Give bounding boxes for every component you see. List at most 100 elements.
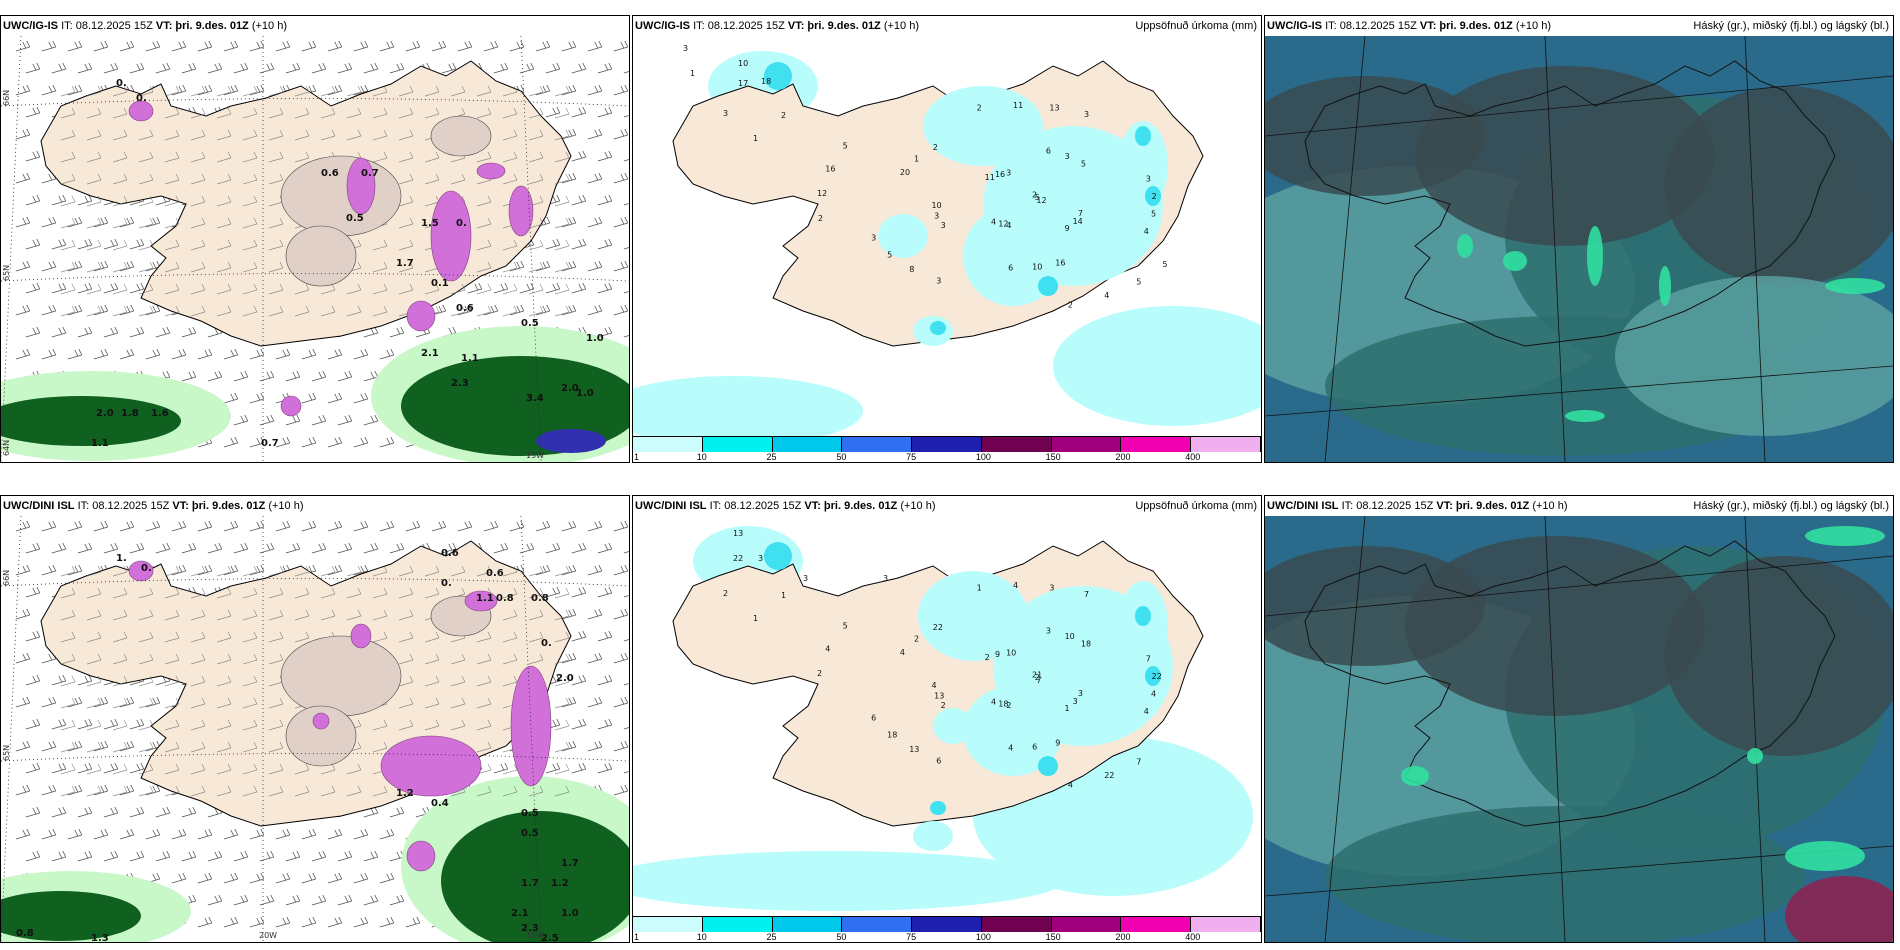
wind-barb — [275, 916, 291, 928]
wind-barb — [285, 62, 301, 74]
wind-barb — [372, 741, 388, 753]
wind-barb — [190, 195, 206, 207]
precip-number: 3 — [934, 211, 939, 220]
wind-barb — [493, 62, 509, 74]
precip-number: 4 — [1144, 227, 1149, 236]
wind-barb — [223, 916, 239, 928]
wind-barb — [502, 283, 518, 295]
precip-number: 3 — [1073, 697, 1078, 706]
precip-number: 5 — [843, 622, 848, 631]
wind-barb — [93, 696, 109, 708]
wind-barb — [450, 719, 466, 731]
precip-value-label: 0.7 — [361, 168, 379, 179]
wind-barb — [190, 741, 206, 753]
wind-barb — [216, 675, 232, 687]
wind-barb — [476, 151, 492, 163]
wind-barb — [15, 304, 31, 316]
wind-barb — [181, 542, 197, 554]
precip-value-label: 1.8 — [121, 408, 139, 419]
wind-barb — [249, 520, 265, 532]
wind-barb — [597, 282, 613, 294]
wind-barb — [67, 520, 83, 532]
precip-value-label: 1.7 — [561, 858, 579, 869]
precip-number: 20 — [900, 168, 910, 177]
wind-barb — [112, 763, 128, 775]
grid-line — [1265, 555, 1893, 617]
precip-number: 4 — [931, 681, 936, 690]
wind-barb — [60, 85, 76, 97]
wind-barb — [502, 565, 518, 577]
wind-barb — [207, 894, 223, 906]
wind-barb — [112, 609, 128, 621]
wind-barb — [60, 697, 76, 709]
wind-barb — [190, 261, 206, 273]
wind-barb — [86, 129, 102, 141]
wind-barb — [587, 740, 603, 752]
wind-barb — [86, 261, 102, 273]
wind-barb — [15, 828, 31, 840]
wind-barb — [398, 151, 414, 163]
precip-number: 4 — [1144, 707, 1149, 716]
latitude-label: 65N — [2, 745, 11, 761]
wind-barb — [41, 696, 57, 708]
precip-area — [1145, 666, 1161, 686]
precip-number: 22 — [1152, 672, 1162, 681]
panel-title: UWC/DINI ISL IT: 08.12.2025 15Z VT: þri.… — [1267, 500, 1568, 512]
colorbar-swatch — [842, 436, 913, 452]
wind-barb — [441, 542, 457, 554]
precip-value-label: 0.6 — [321, 168, 339, 179]
precip-number: 3 — [936, 277, 941, 286]
precip-area — [1135, 606, 1151, 626]
wind-barb — [138, 305, 154, 317]
precip-number: 3 — [1146, 175, 1151, 184]
wind-barb — [337, 62, 353, 74]
panel-accum-precip-top: UWC/IG-IS IT: 08.12.2025 15Z VT: þri. 9.… — [632, 15, 1262, 463]
wind-barb — [67, 564, 83, 576]
wind-barb — [398, 565, 414, 577]
wind-barb — [554, 565, 570, 577]
precip-number: 9 — [1064, 224, 1069, 233]
wind-barb — [623, 683, 629, 686]
precip-number: 18 — [1081, 639, 1091, 648]
wind-barb — [587, 564, 603, 576]
wind-barb — [119, 784, 135, 796]
wind-barb — [138, 631, 154, 643]
wind-barb — [67, 216, 83, 228]
wind-barb — [25, 238, 41, 250]
precip-value-label: 1. — [116, 553, 127, 564]
wind-barb — [476, 85, 492, 97]
precip-number: 12 — [817, 189, 827, 198]
precip-number: 2 — [941, 701, 946, 710]
precip-value-label: 0. — [116, 78, 127, 89]
colorbar-frame — [633, 916, 1261, 932]
wind-barb — [613, 172, 629, 184]
colorbar-swatch — [1121, 436, 1192, 452]
wind-barb — [509, 304, 525, 316]
precip-medium — [764, 542, 1161, 815]
wind-barb — [502, 129, 518, 141]
wind-barb — [372, 587, 388, 599]
wind-barb — [528, 107, 544, 119]
wind-barb — [103, 282, 119, 294]
wind-barb — [294, 631, 310, 643]
panel-cloud-bottom: UWC/DINI ISL IT: 08.12.2025 15Z VT: þri.… — [1264, 495, 1894, 943]
wind-barb — [398, 675, 414, 687]
wind-barb — [216, 565, 232, 577]
wind-barb — [493, 762, 509, 774]
wind-barb — [259, 894, 275, 906]
wind-barb — [138, 217, 154, 229]
wind-barb — [275, 348, 291, 360]
wind-barb — [502, 261, 518, 273]
wind-barb — [197, 520, 213, 532]
wind-barb — [285, 850, 301, 862]
wind-barb — [301, 392, 317, 404]
wind-barb — [545, 62, 561, 74]
graticule — [1, 516, 629, 942]
wind-barb — [424, 283, 440, 295]
wind-barb — [164, 85, 180, 97]
wind-barb — [502, 305, 518, 317]
wind-barb — [223, 436, 239, 448]
wind-barb — [164, 631, 180, 643]
precip-area — [963, 206, 1063, 306]
